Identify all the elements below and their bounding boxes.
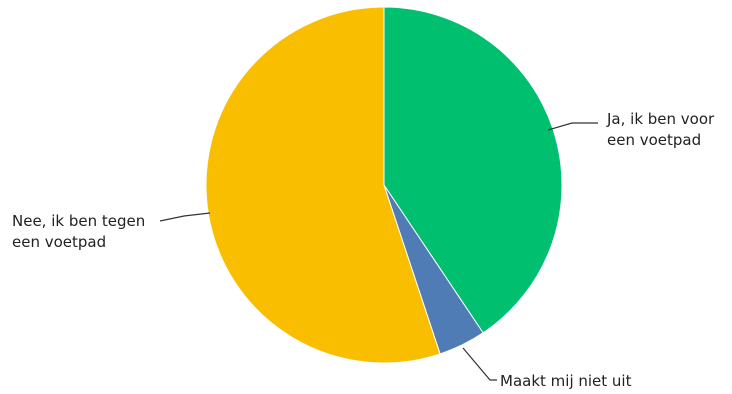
label-nee-line1: Nee, ik ben tegen: [12, 212, 145, 230]
leader-line-nee: [159, 212, 211, 222]
label-ja-line1: Ja, ik ben voor: [606, 110, 715, 128]
slice-labels: Ja, ik ben voor een voetpad Maakt mij ni…: [12, 110, 719, 390]
slice-ja: [383, 6, 563, 334]
pie-slices: [205, 6, 563, 364]
leader-line-maakt: [462, 347, 497, 381]
label-leader-lines: [159, 122, 598, 381]
label-ja: Ja, ik ben voor een voetpad: [606, 110, 719, 149]
label-maakt: Maakt mij niet uit: [500, 372, 632, 390]
label-nee-line2: een voetpad: [12, 233, 106, 251]
label-ja-line2: een voetpad: [607, 131, 701, 149]
label-maakt-line1: Maakt mij niet uit: [500, 372, 632, 390]
leader-line-ja: [547, 122, 598, 131]
label-nee: Nee, ik ben tegen een voetpad: [12, 212, 150, 251]
